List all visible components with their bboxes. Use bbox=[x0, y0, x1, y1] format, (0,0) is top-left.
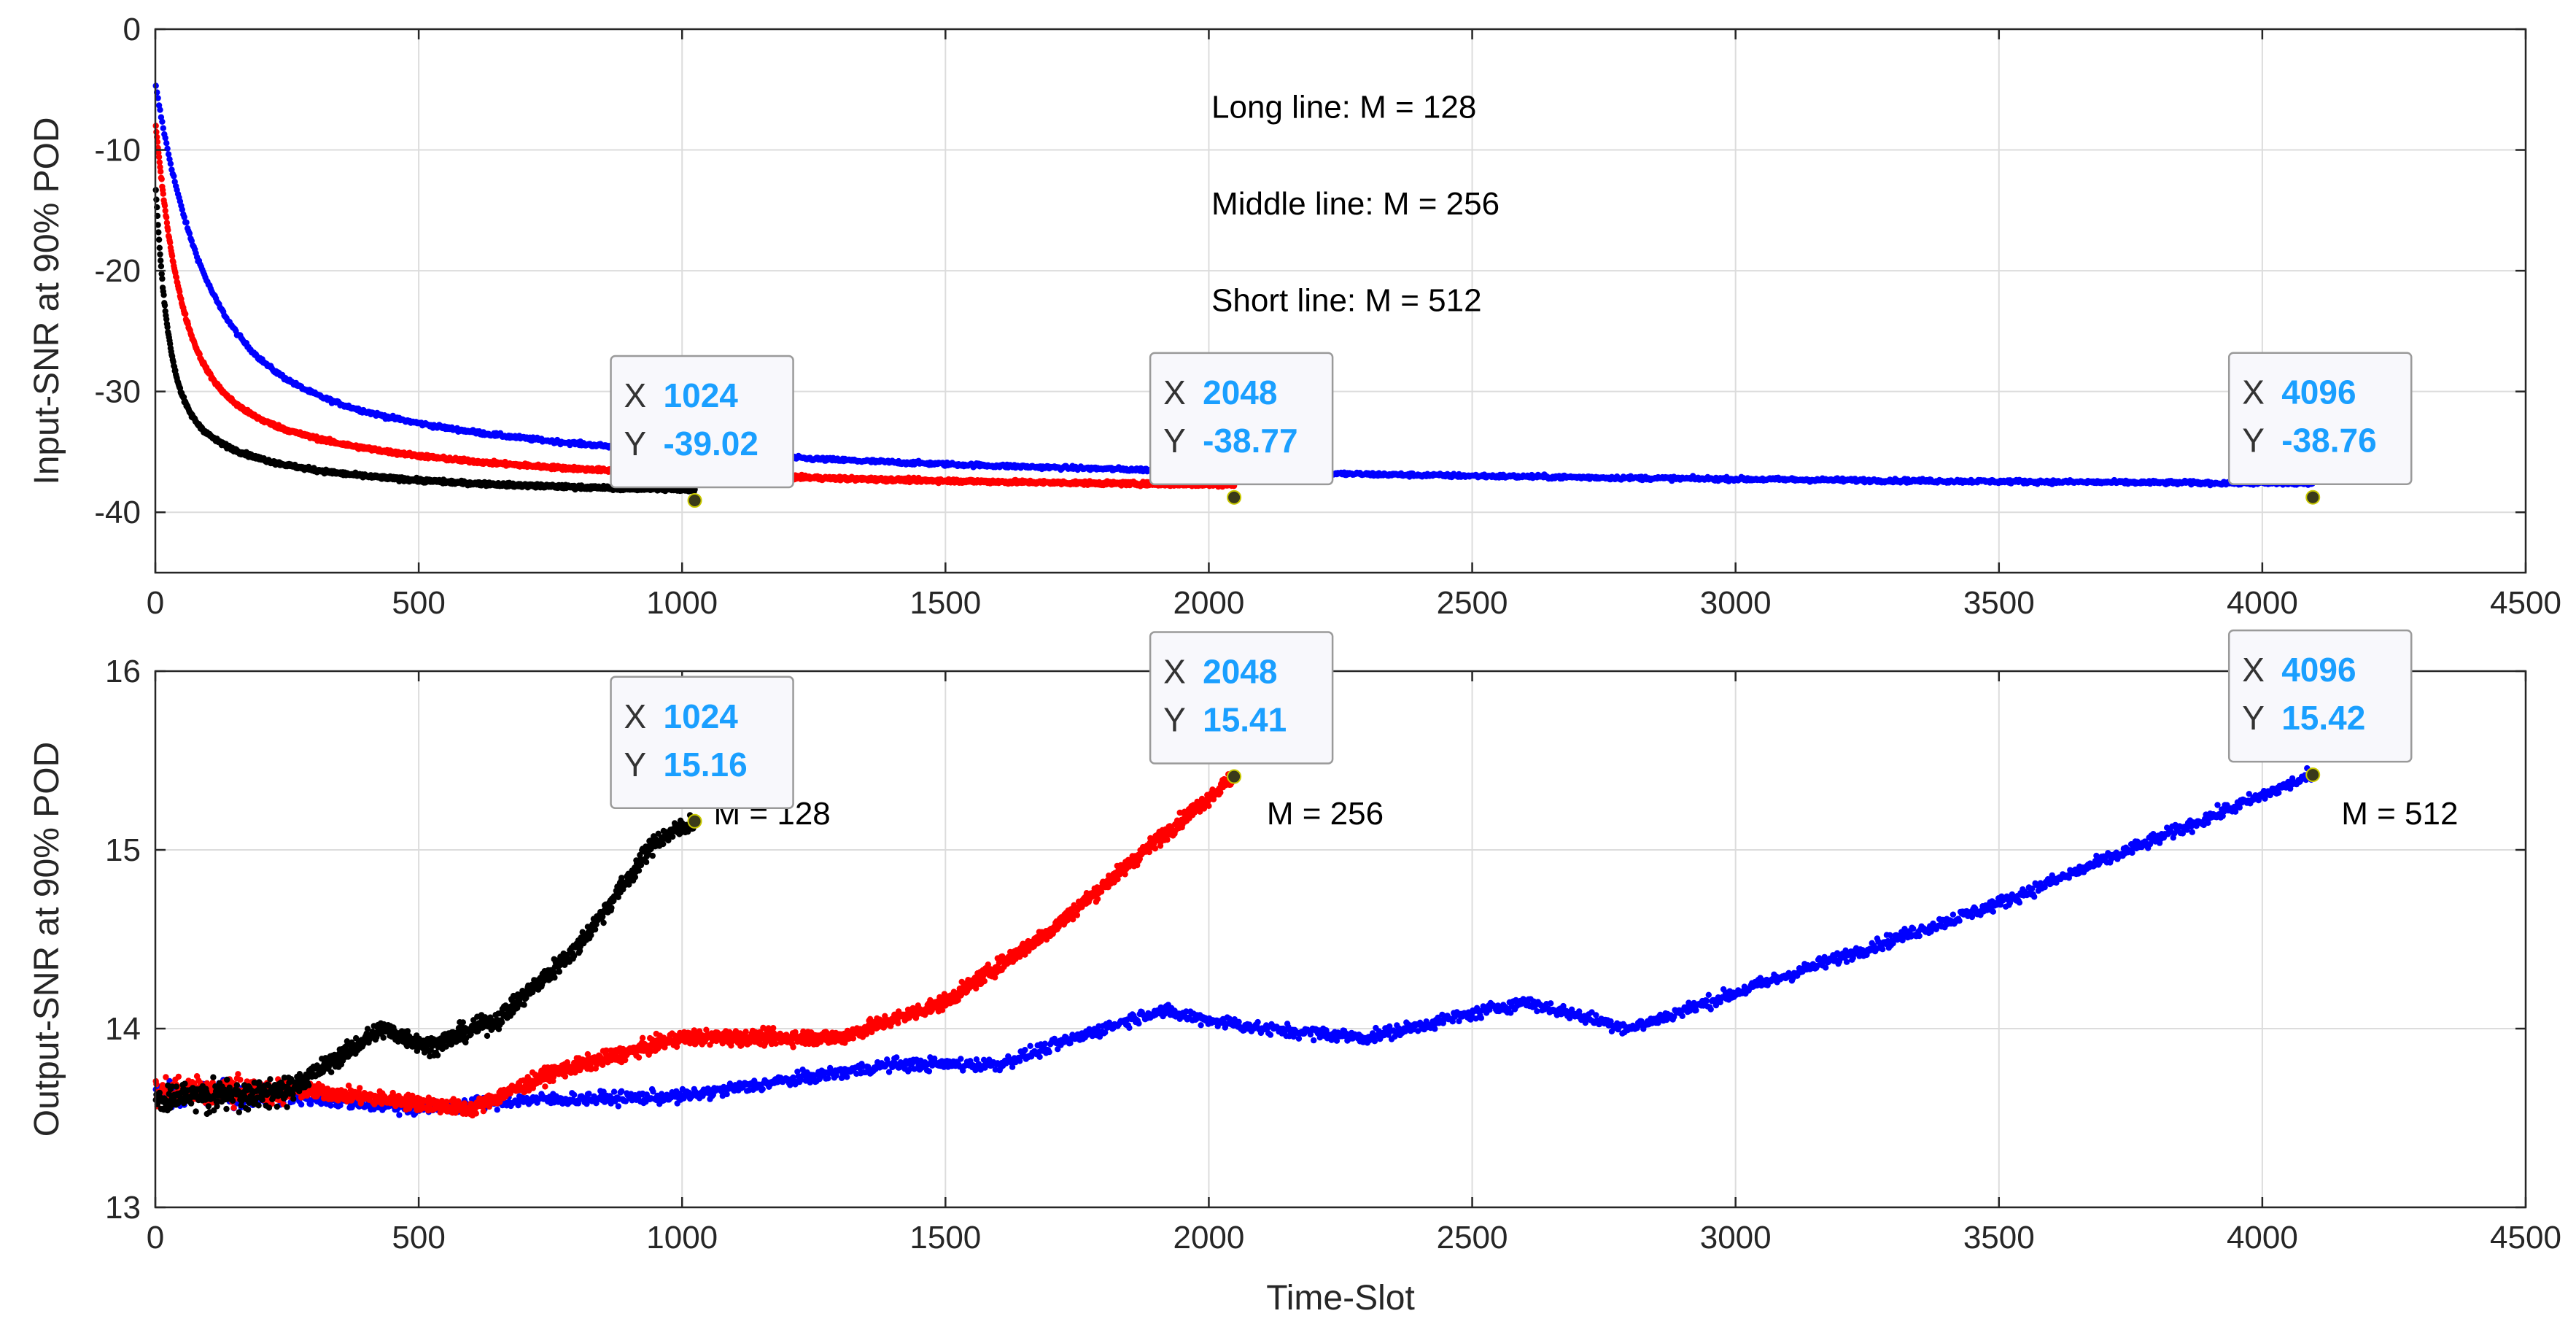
data-point bbox=[155, 229, 161, 235]
data-point bbox=[160, 125, 166, 131]
data-point bbox=[159, 276, 165, 282]
data-point bbox=[158, 263, 164, 269]
data-point bbox=[157, 245, 163, 251]
data-point bbox=[171, 173, 176, 179]
data-point bbox=[182, 311, 188, 317]
data-point bbox=[163, 135, 168, 141]
data-point bbox=[153, 196, 159, 202]
data-point bbox=[162, 302, 168, 308]
data-point bbox=[156, 236, 162, 242]
data-point bbox=[159, 119, 165, 125]
data-point bbox=[157, 107, 163, 112]
data-point bbox=[160, 292, 166, 298]
data-point bbox=[183, 220, 189, 225]
data-point bbox=[163, 214, 169, 220]
data-point bbox=[168, 160, 174, 166]
data-point bbox=[187, 231, 193, 236]
data-point bbox=[165, 227, 171, 233]
data-point bbox=[160, 191, 166, 197]
data-point bbox=[158, 258, 163, 263]
data-point bbox=[156, 154, 162, 160]
data-point bbox=[158, 169, 163, 174]
data-point bbox=[159, 176, 165, 182]
data-point bbox=[157, 251, 163, 257]
data-point bbox=[182, 214, 187, 220]
data-point bbox=[163, 140, 169, 146]
